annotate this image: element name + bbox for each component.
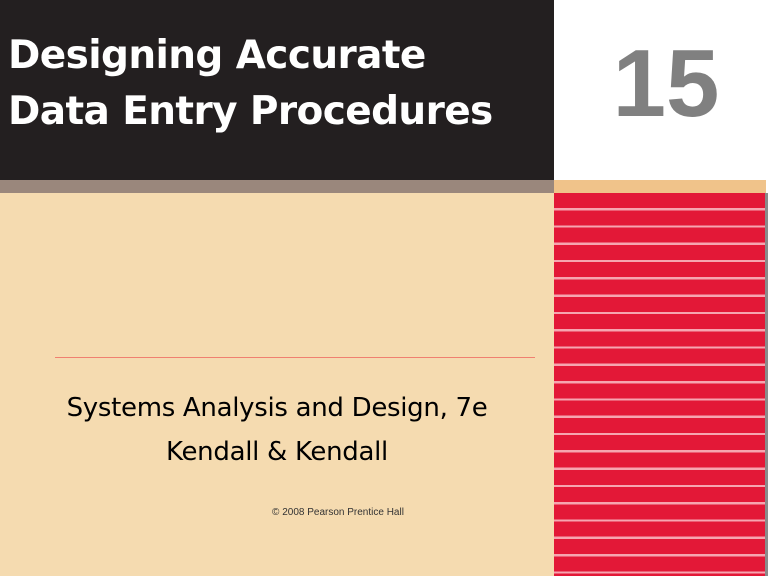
chapter-band (554, 180, 766, 193)
slide-title-line-1: Designing Accurate (8, 33, 426, 78)
book-title: Systems Analysis and Design, 7e (66, 393, 488, 423)
edge-top (766, 0, 768, 193)
copyright-notice: © 2008 Pearson Prentice Hall (272, 507, 404, 518)
title-band (0, 180, 554, 193)
title-panel: Designing Accurate Data Entry Procedures (0, 0, 554, 180)
divider-line (55, 357, 535, 358)
authors: Kendall & Kendall (166, 437, 388, 467)
subtitle: Systems Analysis and Design, 7e Kendall … (0, 386, 554, 474)
slide-title: Designing Accurate Data Entry Procedures (8, 28, 493, 140)
slide-title-line-2: Data Entry Procedures (8, 89, 493, 134)
chapter-number: 15 (612, 30, 720, 137)
striped-decoration-panel (554, 193, 765, 576)
chapter-number-panel: 15 (554, 0, 766, 180)
edge-line (765, 193, 768, 576)
